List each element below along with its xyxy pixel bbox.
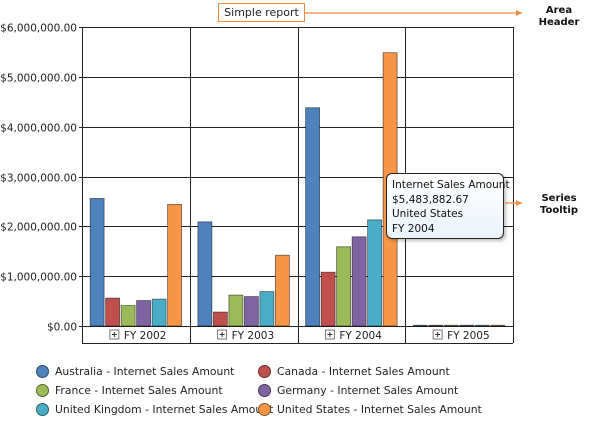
- y-tick-label: $0.00: [47, 322, 77, 334]
- legend-swatch-france: [36, 383, 49, 397]
- bar-canada-fy-2004: [320, 271, 336, 327]
- bar-australia-fy-2003: [197, 221, 213, 327]
- bar-canada-fy-2005: [428, 324, 444, 327]
- bar-germany-fy-2005: [459, 324, 475, 327]
- bar-australia-fy-2005: [412, 324, 428, 327]
- legend-item-germany[interactable]: Germany - Internet Sales Amount: [258, 381, 488, 399]
- x-category-label: FY 2004: [339, 330, 382, 342]
- bar-united-states-fy-2003: [274, 254, 290, 327]
- y-tick-label: $2,000,000.00: [0, 222, 77, 234]
- legend-swatch-canada: [258, 364, 271, 378]
- bar-france-fy-2005: [443, 324, 459, 327]
- area-header-box[interactable]: Simple report: [218, 3, 305, 22]
- area-header-arrow-arrowhead: [516, 10, 522, 16]
- y-tick-label: $1,000,000.00: [0, 272, 77, 284]
- bar-united-kingdom-fy-2003: [259, 291, 275, 327]
- series-tooltip-arrow-arrowhead: [516, 200, 522, 206]
- legend-swatch-united-states: [258, 402, 271, 416]
- legend-label-australia: Australia - Internet Sales Amount: [55, 364, 235, 378]
- bar-united-kingdom-fy-2005: [474, 324, 490, 327]
- legend-label-germany: Germany - Internet Sales Amount: [277, 383, 459, 397]
- x-category-label: FY 2005: [447, 330, 490, 342]
- legend-label-canada: Canada - Internet Sales Amount: [277, 364, 450, 378]
- tooltip-country: United States: [392, 208, 464, 220]
- bar-australia-fy-2004: [305, 107, 321, 327]
- bar-united-states-fy-2005: [490, 324, 506, 327]
- legend-item-australia[interactable]: Australia - Internet Sales Amount: [36, 362, 258, 380]
- legend-swatch-australia: [36, 364, 49, 378]
- bar-france-fy-2003: [228, 294, 244, 327]
- legend-item-united-kingdom[interactable]: United Kingdom - Internet Sales Amount: [36, 400, 273, 418]
- bar-canada-fy-2003: [212, 311, 228, 327]
- y-tick-label: $4,000,000.00: [0, 123, 77, 135]
- bar-canada-fy-2002: [105, 297, 121, 327]
- legend-item-france[interactable]: France - Internet Sales Amount: [36, 381, 258, 399]
- tooltip-value: $5,483,882.67: [392, 193, 469, 206]
- legend-label-france: France - Internet Sales Amount: [55, 383, 223, 397]
- bar-united-kingdom-fy-2004: [367, 219, 383, 327]
- bar-germany-fy-2004: [351, 236, 367, 327]
- bar-australia-fy-2002: [89, 198, 105, 327]
- legend-label-united-states: United States - Internet Sales Amount: [277, 402, 482, 416]
- tooltip-year: FY 2004: [392, 222, 435, 235]
- legend-label-united-kingdom: United Kingdom - Internet Sales Amount: [55, 402, 274, 416]
- legend-swatch-united-kingdom: [36, 402, 49, 416]
- bar-united-states-fy-2002: [167, 204, 183, 327]
- bar-germany-fy-2002: [136, 300, 152, 327]
- y-tick-label: $6,000,000.00: [0, 23, 77, 35]
- bar-france-fy-2002: [120, 305, 136, 327]
- y-tick-label: $5,000,000.00: [0, 73, 77, 85]
- x-category-label: FY 2003: [232, 330, 275, 342]
- area-header-annotation: Area Header: [538, 5, 580, 28]
- bar-united-kingdom-fy-2002: [151, 298, 167, 327]
- legend-item-canada[interactable]: Canada - Internet Sales Amount: [258, 362, 488, 380]
- chart-legend: Australia - Internet Sales Amount Canada…: [36, 362, 496, 418]
- bar-germany-fy-2003: [243, 296, 259, 327]
- series-tooltip: Internet Sales Amount $5,483,882.67 Unit…: [386, 173, 510, 239]
- x-category-label: FY 2002: [124, 330, 167, 342]
- tooltip-measure: Internet Sales Amount: [392, 179, 510, 191]
- legend-item-united-states[interactable]: United States - Internet Sales Amount: [258, 400, 488, 418]
- series-tooltip-annotation: Series Tooltip: [539, 193, 579, 216]
- y-tick-label: $3,000,000.00: [0, 173, 77, 185]
- bar-france-fy-2004: [336, 246, 352, 327]
- legend-swatch-germany: [258, 383, 271, 397]
